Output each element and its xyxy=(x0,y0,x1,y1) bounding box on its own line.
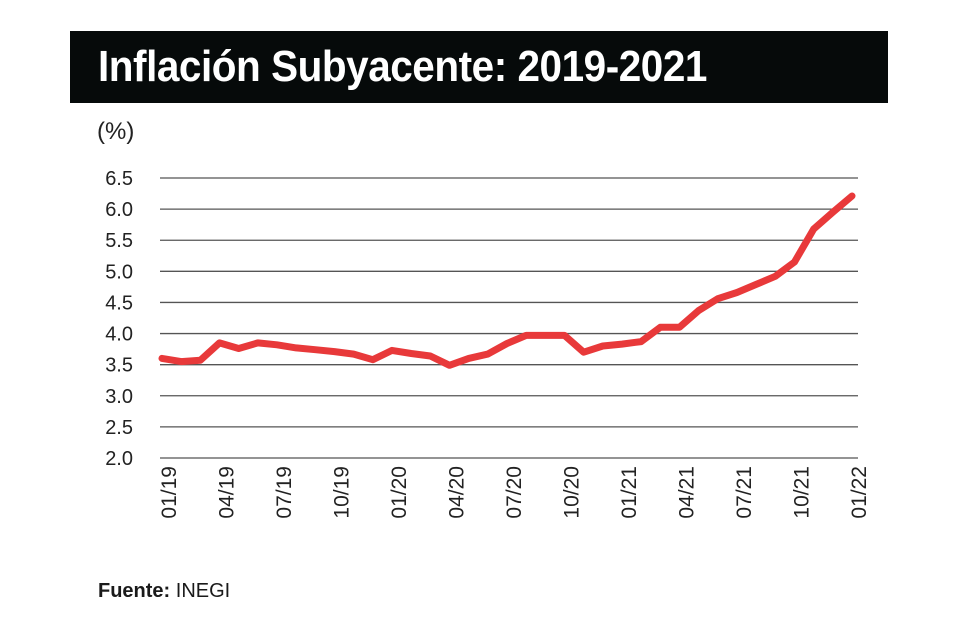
y-axis-unit-label: (%) xyxy=(97,118,135,145)
series-group xyxy=(158,192,856,369)
x-tick-label: 07/20 xyxy=(503,466,526,519)
y-tick-label: 5.5 xyxy=(105,230,133,252)
x-tick-label: 10/20 xyxy=(561,466,584,519)
y-tick-label: 3.0 xyxy=(105,386,133,408)
y-tick-label: 6.0 xyxy=(105,199,133,221)
source-value: INEGI xyxy=(175,580,231,602)
y-tick-label: 3.5 xyxy=(105,355,133,377)
y-tick-label: 2.5 xyxy=(105,417,133,439)
source-label: Fuente: xyxy=(98,580,171,602)
y-tick-label: 5.0 xyxy=(105,261,133,283)
x-tick-label: 07/19 xyxy=(273,466,296,519)
x-tick-label: 01/22 xyxy=(848,466,871,519)
x-tick-label: 01/21 xyxy=(618,466,641,519)
x-tick-label: 07/21 xyxy=(733,466,756,519)
y-axis-ticks: 6.5 6.0 5.5 5.0 4.5 4.0 3.5 3.0 2.5 2.0 xyxy=(105,168,133,470)
y-tick-label: 4.0 xyxy=(105,324,133,346)
series-line xyxy=(158,192,856,369)
gridlines xyxy=(160,177,858,459)
y-tick-label: 2.0 xyxy=(105,448,133,470)
x-tick-label: 10/19 xyxy=(331,466,354,519)
title-bar: Inflación Subyacente: 2019-2021 xyxy=(70,31,888,103)
x-tick-label: 01/19 xyxy=(158,466,181,519)
chart-title: Inflación Subyacente: 2019-2021 xyxy=(98,42,707,91)
x-tick-label: 04/20 xyxy=(446,466,469,519)
x-tick-label: 10/21 xyxy=(791,466,814,519)
x-tick-label: 04/21 xyxy=(676,466,699,519)
x-axis-ticks: 01/19 04/19 07/19 10/19 01/20 04/20 07/20 10/20… xyxy=(158,466,871,519)
y-tick-label: 4.5 xyxy=(105,292,133,314)
y-tick-label: 6.5 xyxy=(105,168,133,190)
source-note: Fuente: INEGI xyxy=(98,580,230,603)
x-tick-label: 01/20 xyxy=(388,466,411,519)
x-tick-label: 04/19 xyxy=(216,466,239,519)
